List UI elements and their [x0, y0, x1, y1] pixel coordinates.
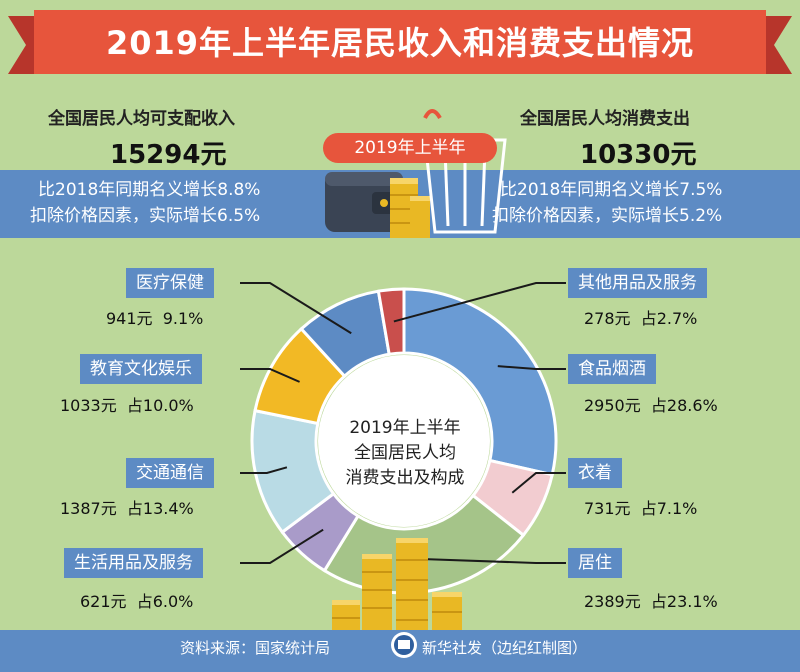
consumption-label: 全国居民人均消费支出 [520, 109, 690, 129]
coin-stack-icon [390, 178, 430, 238]
income-growth-real: 扣除价格因素，实际增长6.5% [30, 206, 261, 226]
leader-lines [240, 282, 566, 564]
leader-line-housing [424, 558, 566, 564]
slice-value-housing: 2389元 占23.1% [584, 592, 718, 611]
footer-source: 资料来源：国家统计局 [180, 639, 331, 657]
slice-value-education: 1033元 占10.0% [60, 396, 194, 415]
slice-label-clothing: 衣着 [568, 458, 622, 488]
center-line-1: 2019年上半年 [349, 418, 461, 438]
slice-label-transport: 交通通信 [126, 458, 214, 488]
donut-center-caption: 2019年上半年 全国居民人均 消费支出及构成 [320, 416, 490, 491]
xinhua-logo-icon [391, 632, 417, 658]
consumption-growth-nominal: 比2018年同期名义增长7.5% [500, 180, 723, 200]
slice-label-other: 其他用品及服务 [568, 268, 707, 298]
footer-credit: 新华社发（边纪红制图） [422, 639, 588, 657]
leader-line-transport [240, 466, 288, 474]
income-label: 全国居民人均可支配收入 [48, 109, 235, 129]
slice-value-clothing: 731元 占7.1% [584, 499, 698, 518]
income-growth-nominal: 比2018年同期名义增长8.8% [38, 180, 261, 200]
consumption-value: 10330元 [580, 140, 697, 170]
donut-slice-food [402, 287, 558, 477]
slice-value-food: 2950元 占28.6% [584, 396, 718, 415]
leader-line-healthcare [240, 282, 352, 335]
center-line-2: 全国居民人均 [354, 443, 456, 463]
slice-value-transport: 1387元 占13.4% [60, 499, 194, 518]
center-line-3: 消费支出及构成 [345, 468, 465, 488]
page-title: 2019年上半年居民收入和消费支出情况 [105, 24, 695, 62]
slice-label-household: 生活用品及服务 [64, 548, 203, 578]
period-pill: 2019年上半年 [323, 133, 497, 163]
leader-line-education [240, 368, 300, 383]
consumption-growth-real: 扣除价格因素，实际增长5.2% [492, 206, 723, 226]
slice-label-housing: 居住 [568, 548, 622, 578]
income-value: 15294元 [110, 140, 227, 170]
title-banner-shape [8, 10, 792, 74]
donut-slice-other [376, 287, 406, 356]
leader-line-food [497, 365, 566, 370]
slice-label-education: 教育文化娱乐 [80, 354, 202, 384]
slice-label-food: 食品烟酒 [568, 354, 656, 384]
leader-line-clothing [511, 472, 566, 494]
slice-value-household: 621元 占6.0% [80, 592, 194, 611]
slice-label-healthcare: 医疗保健 [126, 268, 214, 298]
donut-hole [318, 355, 490, 527]
slice-value-healthcare: 941元 9.1% [106, 309, 204, 328]
leader-line-other [393, 282, 566, 323]
slice-value-other: 278元 占2.7% [584, 309, 698, 328]
leader-line-household [240, 528, 324, 564]
